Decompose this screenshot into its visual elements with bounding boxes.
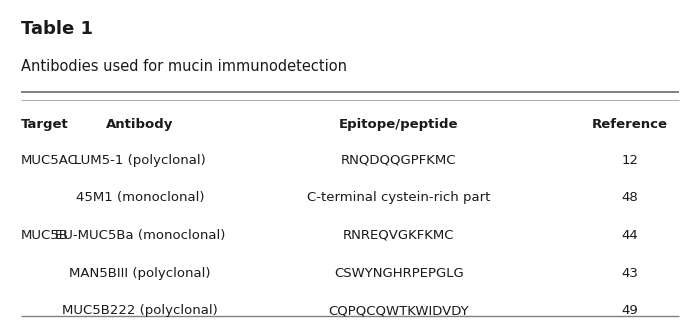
Text: Antibodies used for mucin immunodetection: Antibodies used for mucin immunodetectio… <box>21 59 347 74</box>
Text: LUM5-1 (polyclonal): LUM5-1 (polyclonal) <box>74 154 206 167</box>
Text: Epitope/peptide: Epitope/peptide <box>340 118 458 131</box>
Text: Target: Target <box>21 118 69 131</box>
Text: 44: 44 <box>622 229 638 242</box>
Text: 49: 49 <box>622 304 638 317</box>
Text: RNQDQQGPFKMC: RNQDQQGPFKMC <box>341 154 456 167</box>
Text: RNREQVGKFKMC: RNREQVGKFKMC <box>343 229 455 242</box>
Text: MUC5AC: MUC5AC <box>21 154 78 167</box>
Text: C-terminal cystein-rich part: C-terminal cystein-rich part <box>307 191 491 204</box>
Text: CQPQCQWTKWIDVDY: CQPQCQWTKWIDVDY <box>329 304 469 317</box>
Text: MAN5BIII (polyclonal): MAN5BIII (polyclonal) <box>69 267 211 280</box>
Text: Table 1: Table 1 <box>21 20 93 38</box>
Text: 48: 48 <box>622 191 638 204</box>
Text: CSWYNGHRPEPGLG: CSWYNGHRPEPGLG <box>334 267 464 280</box>
Text: 45M1 (monoclonal): 45M1 (monoclonal) <box>76 191 204 204</box>
Text: Antibody: Antibody <box>106 118 174 131</box>
Text: 12: 12 <box>622 154 638 167</box>
Text: Reference: Reference <box>592 118 668 131</box>
Text: 43: 43 <box>622 267 638 280</box>
Text: MUC5B222 (polyclonal): MUC5B222 (polyclonal) <box>62 304 218 317</box>
Text: MUC5B: MUC5B <box>21 229 69 242</box>
Text: EU-MUC5Ba (monoclonal): EU-MUC5Ba (monoclonal) <box>55 229 225 242</box>
